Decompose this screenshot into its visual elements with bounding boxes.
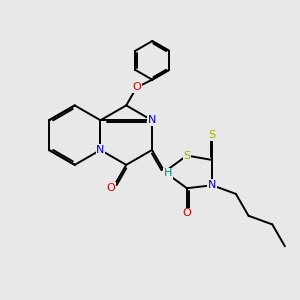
- Text: N: N: [96, 145, 105, 155]
- Text: N: N: [148, 115, 156, 125]
- Text: N: N: [208, 180, 216, 190]
- Text: H: H: [164, 168, 172, 178]
- Text: O: O: [132, 82, 141, 92]
- Text: S: S: [183, 151, 190, 160]
- Text: O: O: [182, 208, 191, 218]
- Text: S: S: [208, 130, 216, 140]
- Text: O: O: [106, 183, 115, 193]
